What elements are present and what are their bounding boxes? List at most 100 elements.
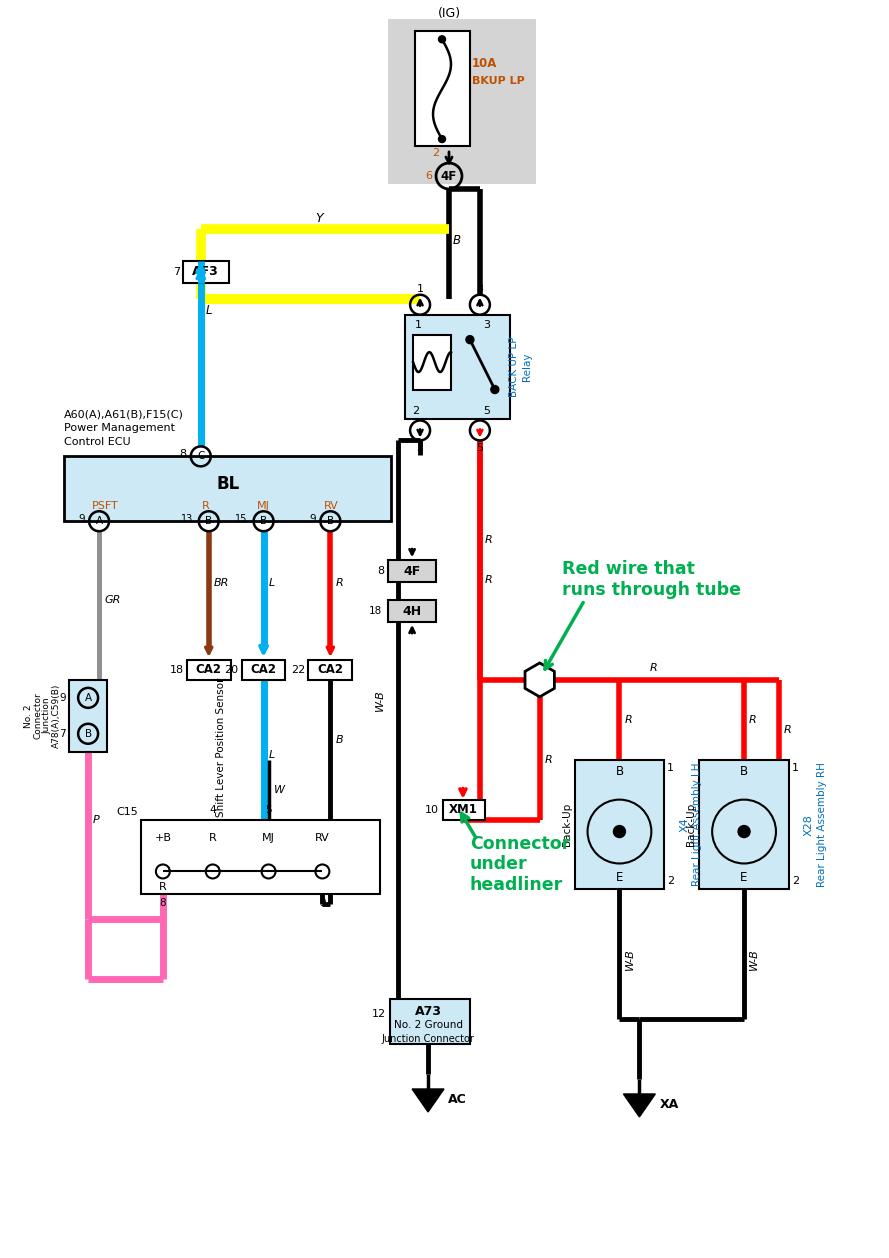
Text: 10A: 10A	[472, 57, 497, 69]
Text: 5: 5	[265, 805, 272, 815]
Text: Control ECU: Control ECU	[64, 438, 131, 448]
Text: 4F: 4F	[441, 170, 457, 182]
Text: MJ: MJ	[262, 833, 275, 843]
Text: XA: XA	[660, 1098, 678, 1112]
Circle shape	[738, 825, 750, 838]
Text: (IG): (IG)	[437, 6, 461, 20]
FancyBboxPatch shape	[390, 999, 470, 1044]
Text: RV: RV	[315, 833, 330, 843]
FancyBboxPatch shape	[415, 31, 470, 146]
Text: W-B: W-B	[624, 949, 635, 970]
FancyBboxPatch shape	[413, 335, 451, 390]
Text: R: R	[335, 579, 343, 587]
Text: E: E	[741, 871, 748, 884]
Text: R: R	[202, 501, 210, 511]
Text: Relay: Relay	[522, 352, 532, 381]
Text: A: A	[95, 516, 102, 526]
Text: 7: 7	[172, 267, 180, 277]
Text: GR: GR	[104, 595, 120, 605]
Text: Rear Light Assembly LH: Rear Light Assembly LH	[693, 762, 702, 887]
Polygon shape	[412, 1089, 444, 1112]
Text: 8: 8	[180, 449, 187, 459]
Text: C15: C15	[116, 806, 138, 816]
Text: 1: 1	[792, 762, 799, 772]
Text: Connector
under
headliner: Connector under headliner	[470, 834, 570, 894]
Text: 2: 2	[417, 443, 424, 453]
Text: R: R	[545, 755, 552, 765]
Text: 4F: 4F	[404, 565, 420, 577]
Text: A: A	[84, 693, 92, 703]
Text: 5: 5	[483, 406, 490, 416]
Text: 9: 9	[319, 898, 325, 908]
Text: 7: 7	[60, 728, 66, 738]
Circle shape	[613, 825, 626, 838]
FancyBboxPatch shape	[187, 660, 230, 679]
Polygon shape	[623, 1094, 655, 1117]
FancyBboxPatch shape	[388, 19, 536, 184]
Text: 1: 1	[668, 762, 674, 772]
Text: W: W	[274, 785, 284, 795]
Text: A78(A),C59(B): A78(A),C59(B)	[52, 683, 61, 749]
Text: 3: 3	[477, 284, 484, 294]
Text: 3: 3	[483, 320, 490, 330]
Text: 15: 15	[236, 515, 248, 525]
Text: 9: 9	[309, 515, 316, 525]
Text: CA2: CA2	[251, 663, 276, 677]
FancyBboxPatch shape	[443, 800, 485, 819]
Text: BACK UP LP: BACK UP LP	[509, 337, 519, 398]
Text: L: L	[268, 750, 275, 760]
Text: Back-Up: Back-Up	[562, 803, 572, 847]
Text: R: R	[485, 575, 493, 585]
Text: A60(A),A61(B),F15(C): A60(A),A61(B),F15(C)	[64, 409, 184, 419]
FancyBboxPatch shape	[64, 457, 391, 521]
Circle shape	[466, 336, 474, 343]
Text: MJ: MJ	[257, 501, 269, 511]
FancyBboxPatch shape	[242, 660, 285, 679]
Text: No. 2: No. 2	[24, 704, 33, 727]
Text: Rear Light Assembly RH: Rear Light Assembly RH	[817, 762, 827, 887]
Text: CA2: CA2	[196, 663, 221, 677]
Text: B: B	[327, 516, 334, 526]
FancyBboxPatch shape	[69, 679, 107, 752]
Text: 2: 2	[668, 877, 675, 887]
Text: B: B	[740, 765, 749, 779]
Text: 8: 8	[159, 898, 166, 908]
Text: 4H: 4H	[403, 605, 421, 618]
FancyBboxPatch shape	[388, 600, 436, 621]
Text: R: R	[159, 882, 167, 892]
Text: AC: AC	[448, 1093, 467, 1107]
FancyBboxPatch shape	[700, 760, 789, 889]
Text: 2: 2	[412, 406, 420, 416]
FancyBboxPatch shape	[308, 660, 352, 679]
Text: 2: 2	[792, 877, 799, 887]
Text: Back-Up: Back-Up	[686, 803, 696, 847]
Text: C: C	[197, 452, 204, 462]
Text: Y: Y	[316, 213, 323, 225]
Text: 10: 10	[425, 805, 439, 815]
Text: 1: 1	[415, 320, 422, 330]
Text: 12: 12	[372, 1009, 386, 1019]
Text: W-B: W-B	[749, 949, 759, 970]
Text: 4: 4	[210, 805, 216, 815]
Text: 13: 13	[180, 515, 193, 525]
Text: L: L	[268, 579, 275, 587]
Text: R: R	[209, 833, 217, 843]
Circle shape	[438, 136, 445, 142]
FancyBboxPatch shape	[141, 819, 380, 894]
Text: Power Management: Power Management	[64, 424, 175, 434]
Text: 18: 18	[369, 606, 382, 616]
Text: B: B	[335, 735, 343, 745]
Polygon shape	[525, 663, 555, 697]
Text: R: R	[784, 725, 792, 735]
Text: 5: 5	[477, 443, 484, 453]
Text: Shift Lever Position Sensor: Shift Lever Position Sensor	[216, 677, 226, 816]
Text: X4: X4	[679, 818, 689, 832]
Text: R: R	[624, 715, 632, 725]
Text: 18: 18	[170, 665, 184, 674]
Text: Red wire that
runs through tube: Red wire that runs through tube	[562, 560, 741, 599]
Text: AF3: AF3	[192, 265, 219, 278]
Text: Junction: Junction	[43, 697, 52, 735]
Text: R: R	[649, 663, 657, 673]
Text: BKUP LP: BKUP LP	[472, 77, 525, 87]
Text: L: L	[205, 304, 212, 317]
